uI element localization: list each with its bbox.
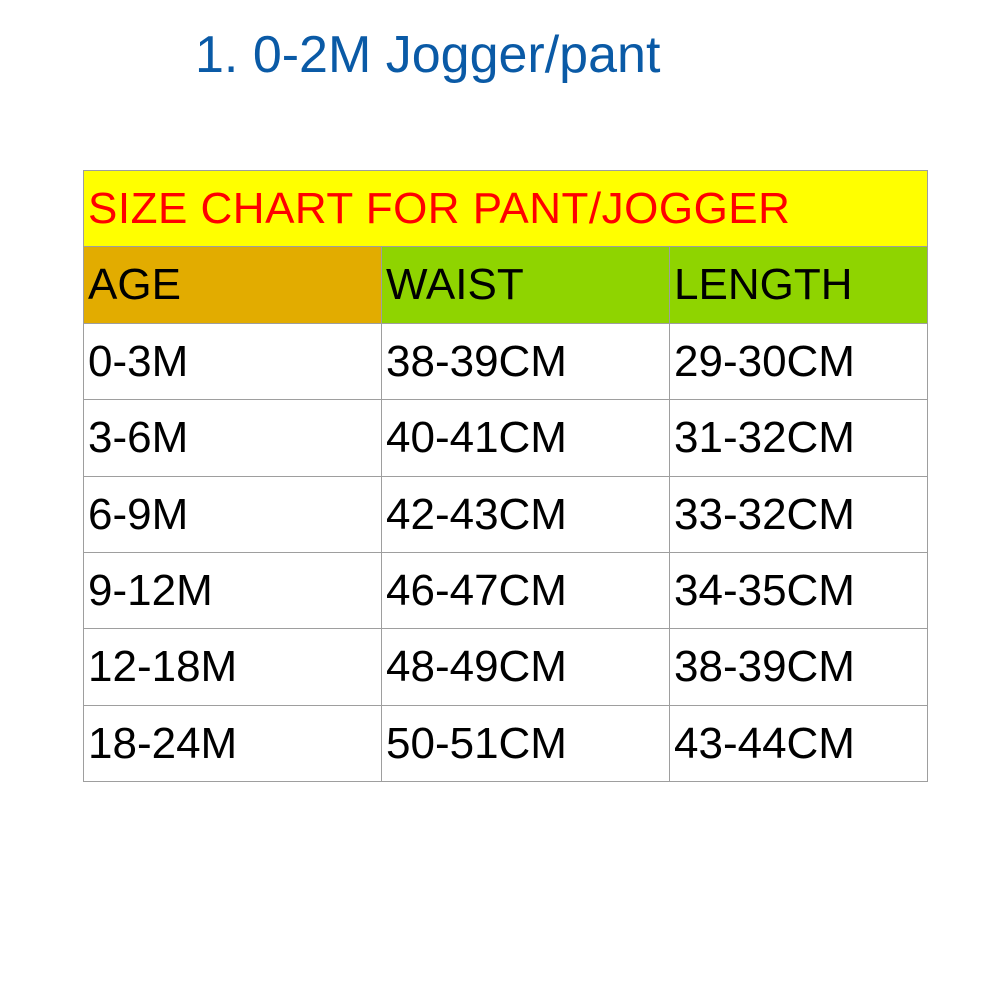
cell-length: 43-44CM — [670, 705, 928, 781]
cell-age: 12-18M — [84, 629, 382, 705]
cell-age: 3-6M — [84, 400, 382, 476]
table-title-row: SIZE CHART FOR PANT/JOGGER — [84, 171, 928, 247]
table-row: 12-18M 48-49CM 38-39CM — [84, 629, 928, 705]
page-title: 1. 0-2M Jogger/pant — [195, 25, 660, 85]
column-header-length: LENGTH — [670, 247, 928, 323]
cell-length: 33-32CM — [670, 476, 928, 552]
table-row: 9-12M 46-47CM 34-35CM — [84, 552, 928, 628]
cell-waist: 42-43CM — [382, 476, 670, 552]
table-title-cell: SIZE CHART FOR PANT/JOGGER — [84, 171, 928, 247]
cell-waist: 40-41CM — [382, 400, 670, 476]
table-row: 18-24M 50-51CM 43-44CM — [84, 705, 928, 781]
table-row: 6-9M 42-43CM 33-32CM — [84, 476, 928, 552]
cell-length: 29-30CM — [670, 323, 928, 399]
cell-age: 18-24M — [84, 705, 382, 781]
table-row: 3-6M 40-41CM 31-32CM — [84, 400, 928, 476]
cell-age: 0-3M — [84, 323, 382, 399]
cell-waist: 48-49CM — [382, 629, 670, 705]
table-row: 0-3M 38-39CM 29-30CM — [84, 323, 928, 399]
cell-waist: 50-51CM — [382, 705, 670, 781]
size-chart-table: SIZE CHART FOR PANT/JOGGER AGE WAIST LEN… — [83, 170, 927, 782]
cell-length: 34-35CM — [670, 552, 928, 628]
cell-age: 9-12M — [84, 552, 382, 628]
cell-length: 31-32CM — [670, 400, 928, 476]
cell-length: 38-39CM — [670, 629, 928, 705]
column-header-waist: WAIST — [382, 247, 670, 323]
cell-waist: 46-47CM — [382, 552, 670, 628]
table-header-row: AGE WAIST LENGTH — [84, 247, 928, 323]
column-header-age: AGE — [84, 247, 382, 323]
cell-waist: 38-39CM — [382, 323, 670, 399]
cell-age: 6-9M — [84, 476, 382, 552]
